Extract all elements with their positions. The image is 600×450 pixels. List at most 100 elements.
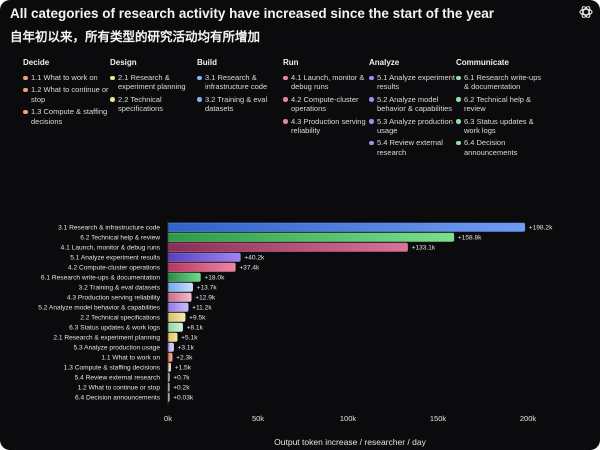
data-label: +5.1k: [181, 335, 198, 342]
legend-item: 6.4 Decision announcements: [456, 138, 542, 157]
legend-group-title: Build: [197, 58, 217, 67]
bar: [167, 312, 186, 322]
bar: [167, 302, 189, 312]
category-label: 4.3 Production serving reliability: [67, 295, 161, 302]
legend-item: 3.2 Training & eval datasets: [197, 95, 283, 114]
legend-item-label: 6.2 Technical help & review: [464, 94, 531, 114]
data-label: +133.1k: [412, 245, 436, 252]
legend-item-label: 4.2 Compute-cluster operations: [291, 94, 359, 114]
legend-item: 6.3 Status updates & work logs: [456, 117, 542, 136]
legend-item-label: 5.4 Review external research: [377, 138, 443, 157]
category-label: 3.1 Research & infrastructure code: [58, 225, 160, 232]
category-label: 1.2 What to continue or stop: [78, 385, 161, 392]
x-axis-label: Output token increase / researcher / day: [274, 437, 426, 447]
legend-item-label: 6.3 Status updates & work logs: [464, 116, 534, 136]
bar: [167, 332, 178, 342]
legend-dot-icon: [456, 119, 461, 124]
legend-dot-icon: [23, 109, 28, 115]
legend-group-title: Analyze: [369, 58, 400, 67]
category-label: 6.3 Status updates & work logs: [69, 325, 161, 332]
legend-dot-icon: [283, 75, 288, 80]
legend-group: Run 4.1 Launch, monitor & debug runs 4.2 C…: [283, 58, 369, 138]
category-label: 5.2 Analyze model behavior & capabilitie…: [38, 305, 160, 312]
legend-item-label: 2.2 Technical specifications: [118, 94, 164, 114]
legend-group-title: Communicate: [456, 58, 509, 67]
legend-item: 5.4 Review external research: [369, 138, 455, 157]
bar: [167, 322, 183, 332]
legend-item-label: 3.2 Training & eval datasets: [205, 94, 268, 114]
data-label: +13.7k: [197, 285, 218, 292]
bar: [167, 352, 173, 362]
data-label: +40.2k: [244, 255, 265, 262]
category-label: 4.2 Compute-cluster operations: [68, 265, 161, 272]
bar: [167, 252, 241, 262]
category-label: 2.2 Technical specifications: [80, 315, 160, 322]
legend-item-label: 6.1 Research write-ups & documentation: [464, 73, 542, 92]
legend-item-label: 3.1 Research & infrastructure code: [205, 73, 268, 92]
category-label: 6.4 Decision announcements: [75, 395, 161, 402]
bar: [167, 242, 408, 252]
category-label: 6.1 Research write-ups & documentation: [41, 275, 160, 282]
legend-dot-icon: [110, 97, 115, 102]
legend-dot-icon: [23, 75, 28, 80]
legend-item-label: 5.3 Analyze production usage: [377, 116, 453, 136]
legend-item: 4.2 Compute-cluster operations: [283, 95, 369, 114]
legend-group: Design 2.1 Research & experiment planning…: [110, 58, 196, 117]
category-label: 2.1 Research & experiment planning: [53, 335, 160, 342]
legend-dot-icon: [110, 75, 115, 80]
legend-item: 4.3 Production serving reliability: [283, 117, 369, 136]
legend-item: 5.3 Analyze production usage: [369, 117, 455, 136]
data-label: +37.4k: [239, 265, 260, 272]
legend-item: 6.1 Research write-ups & documentation: [456, 73, 542, 92]
data-label: +11.2k: [192, 305, 212, 312]
category-label: 1.3 Compute & staffing decisions: [64, 365, 161, 372]
legend-dot-icon: [369, 119, 374, 124]
bar: [167, 222, 526, 232]
bar: [167, 282, 193, 292]
legend-item: 6.2 Technical help & review: [456, 95, 542, 114]
legend-dot-icon: [369, 97, 374, 102]
category-label: 5.1 Analyze experiment results: [70, 255, 160, 262]
legend-item: 5.1 Analyze experiment results: [369, 73, 455, 92]
legend-item: 1.1 What to work on: [23, 73, 109, 82]
x-tick-label: 200k: [520, 414, 537, 423]
legend-dot-icon: [23, 87, 28, 93]
legend-item-label: 1.2 What to continue or stop: [31, 85, 109, 104]
legend-item: 1.3 Compute & staffing decisions: [23, 107, 109, 126]
legend-item: 3.1 Research & infrastructure code: [197, 73, 283, 92]
legend-dot-icon: [197, 75, 202, 80]
legend-item: 2.1 Research & experiment planning: [110, 73, 196, 92]
bar: [167, 362, 171, 372]
data-label: +198.2k: [529, 225, 553, 232]
x-tick-label: 50k: [252, 414, 264, 423]
legend-item-label: 5.2 Analyze model behavior & capabilitie…: [377, 94, 453, 114]
x-tick-label: 0k: [164, 414, 172, 423]
legend-dot-icon: [456, 140, 461, 146]
data-label: +0.7k: [173, 375, 190, 382]
chart-legend: Decide 1.1 What to work on 1.2 What to con…: [0, 0, 600, 220]
data-label: +9.5k: [189, 315, 206, 322]
legend-group-title: Run: [283, 58, 299, 67]
legend-dot-icon: [283, 97, 288, 102]
legend-item: 5.2 Analyze model behavior & capabilitie…: [369, 95, 455, 114]
category-label: 6.2 Technical help & review: [80, 235, 160, 242]
legend-dot-icon: [369, 75, 374, 80]
openai-logo-icon: [579, 6, 593, 18]
legend-item-label: 1.3 Compute & staffing decisions: [31, 107, 108, 126]
legend-group: Analyze 5.1 Analyze experiment results 5.2…: [369, 58, 455, 160]
legend-dot-icon: [197, 97, 202, 102]
category-label: 1.1 What to work on: [101, 355, 160, 362]
bar: [167, 272, 201, 282]
x-tick-label: 100k: [340, 414, 357, 423]
legend-dot-icon: [369, 140, 374, 146]
data-label: +2.3k: [176, 355, 193, 362]
bar: [167, 232, 455, 242]
legend-item-label: 4.3 Production serving reliability: [291, 116, 366, 136]
data-label: +3.1k: [178, 345, 195, 352]
legend-item: 4.1 Launch, monitor & debug runs: [283, 73, 369, 92]
legend-dot-icon: [283, 119, 288, 124]
bar: [167, 292, 192, 302]
legend-item-label: 6.4 Decision announcements: [464, 138, 518, 157]
chart-subtitle: 自年初以来，所有类型的研究活动均有所增加: [10, 30, 261, 44]
